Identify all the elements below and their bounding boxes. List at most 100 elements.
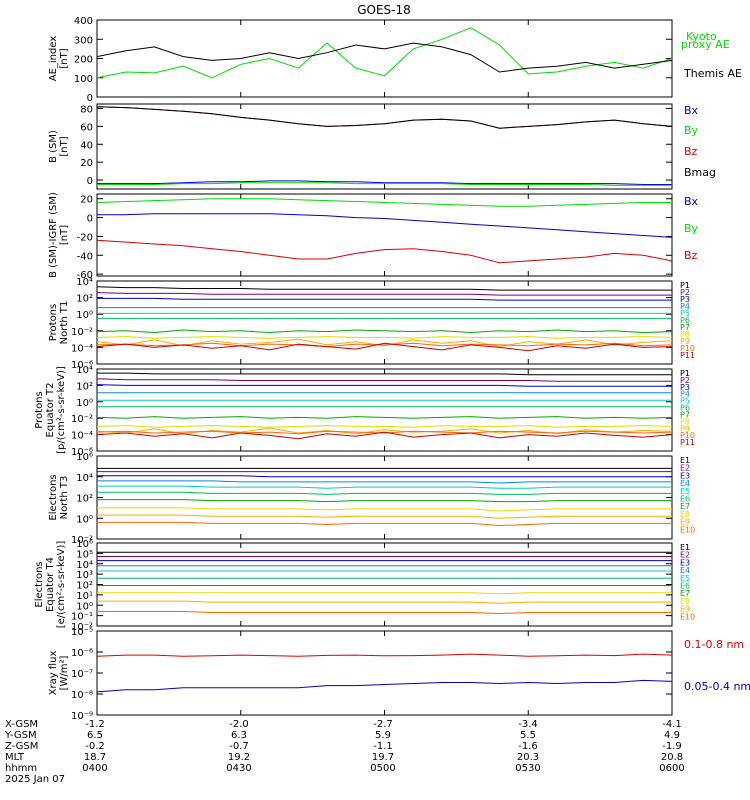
legend-entry: P9 (680, 424, 690, 433)
y-tick-label: 10⁰ (76, 601, 93, 612)
y-axis-label: Protons Equator T2 [p/(cm²-s-sr-keV)] (34, 366, 67, 454)
y-tick-label: 10⁵ (76, 549, 93, 560)
legend-entry: P8 (680, 417, 690, 426)
panel-3: -60 -40 -20 0 20 B (SM)-IGRF (SM) [nT] Bx By Bz (48, 192, 699, 281)
legend-entry: E8 (680, 597, 690, 606)
x-axis-value: 0400 (82, 763, 107, 774)
x-axis-value: -2.7 (373, 719, 393, 730)
y-tick-label: 10⁴ (76, 560, 93, 571)
series-line-e8 (97, 592, 672, 595)
x-axis-value: 0600 (659, 763, 684, 774)
x-axis-value: -1.1 (373, 741, 393, 752)
legend-entry: P3 (680, 295, 690, 304)
y-tick-label: 10⁻⁶ (71, 648, 93, 659)
figure-title: GOES-18 (357, 3, 411, 17)
y-tick-label: 300 (74, 35, 93, 46)
legend-entry: Themis AE (683, 67, 742, 80)
y-tick-label: 10² (76, 581, 93, 592)
legend-entry: E6 (680, 495, 690, 504)
legend-entry: P9 (680, 337, 690, 346)
series-line-e4 (97, 480, 672, 484)
y-axis-label: B (SM)-IGRF (SM) [nT] (48, 192, 70, 278)
y-tick-label: 10⁻⁷ (71, 669, 93, 680)
x-axis-value: 19.2 (228, 752, 250, 763)
y-axis-label-line: [p/(cm²-s-sr-keV)] (56, 366, 67, 454)
y-axis-label-line: Electrons (34, 561, 45, 607)
panel-frame (96, 542, 673, 627)
x-axis-value: -4.1 (662, 719, 682, 730)
y-axis-label-line: [nT] (59, 48, 70, 68)
legend-entry: E10 (680, 612, 695, 621)
series-line-p2 (96, 292, 672, 296)
legend-entry: P4 (680, 390, 690, 399)
legend-entry: P4 (680, 302, 690, 311)
y-tick-label: 10⁻¹ (71, 612, 93, 623)
y-tick-label: 60 (80, 122, 93, 133)
y-axis-label: Electrons North T3 (48, 474, 70, 520)
legend-entry: P10 (680, 431, 695, 440)
series-line-e8 (97, 507, 672, 512)
y-tick-label: 10⁶ (76, 539, 93, 550)
series-line-bx (97, 213, 673, 238)
series-line-bz (96, 239, 673, 264)
y-tick-label: 10⁴ (76, 365, 93, 376)
legend-entry: P8 (680, 330, 690, 339)
x-axis-value: 20.8 (661, 752, 683, 763)
panel-frame (96, 193, 673, 277)
panel-4: 10⁻⁶ 10⁻⁴ 10⁻² 10⁰ 10² 10⁴ Protons North T1 P1P2… (48, 277, 695, 371)
y-tick-label: 10⁻² (71, 535, 93, 546)
series-line-p3 (97, 297, 672, 301)
legend-entry: E8 (680, 510, 690, 519)
y-tick-label: 10² (76, 294, 93, 305)
x-axis-row-label: hhmm (5, 763, 37, 774)
y-tick-label: 10⁻⁹ (71, 711, 93, 722)
series-line-bmag (96, 106, 673, 129)
legend-entry: P10 (680, 344, 695, 353)
legend-entry: P2 (680, 288, 690, 297)
y-tick-label: 10⁴ (76, 277, 93, 288)
y-axis-label-line: [nT] (59, 225, 70, 245)
x-axis-row-label: 2025 Jan 07 (5, 774, 65, 785)
legend-entry: E9 (680, 518, 690, 527)
legend-entry: By (684, 222, 699, 235)
x-axis-value: 5.9 (375, 730, 391, 741)
y-tick-label: 80 (80, 104, 93, 115)
x-axis-value: -2.0 (229, 719, 249, 730)
legend-entry: P6 (680, 316, 690, 325)
series-line-p7 (96, 416, 673, 419)
series-line-e9 (97, 600, 672, 604)
y-tick-label: 0 (87, 93, 93, 104)
y-axis-label-line: B (SM)-IGRF (SM) (48, 192, 59, 278)
y-tick-label: 10⁻² (71, 622, 93, 633)
legend-entry: Bz (684, 145, 698, 158)
legend-entry: E2 (680, 551, 690, 560)
x-axis-row-label: Z-GSM (5, 741, 38, 752)
legend-entry: E2 (680, 464, 690, 473)
legend-entry: E7 (680, 502, 690, 511)
panel-2: 0 20 40 60 80 B (SM) [nT] Bx By Bz Bmag (48, 103, 716, 190)
series-line-by (96, 198, 672, 207)
series-line-e9 (97, 514, 672, 519)
legend-entry: P2 (680, 376, 690, 385)
x-axis-value: -1.6 (518, 741, 538, 752)
panel-8: 10⁻⁹ 10⁻⁸ 10⁻⁷ 10⁻⁶ 10⁻⁵ Xray flux [W/m²] 0.1-0… (48, 627, 750, 722)
series-line-p10 (96, 342, 673, 348)
x-axis-value: 0500 (370, 763, 395, 774)
y-axis-label-line: Protons (48, 304, 59, 341)
series-line-e10 (97, 611, 672, 615)
series-line-p9 (96, 427, 673, 435)
y-tick-label: 10⁻² (71, 414, 93, 425)
legend-entry: E4 (680, 566, 690, 575)
x-axis-value: -0.2 (85, 741, 105, 752)
x-axis-value: -3.4 (518, 719, 538, 730)
y-tick-label: 40 (80, 140, 93, 151)
y-tick-label: 10⁶ (76, 452, 93, 463)
legend-entry: 0.1-0.8 nm (684, 638, 744, 651)
legend-entry: By (684, 124, 699, 137)
series-line-p11 (96, 342, 673, 352)
series-line-p1 (96, 286, 672, 291)
y-tick-label: 100 (74, 74, 93, 85)
y-tick-label: 10⁻⁶ (71, 447, 93, 458)
